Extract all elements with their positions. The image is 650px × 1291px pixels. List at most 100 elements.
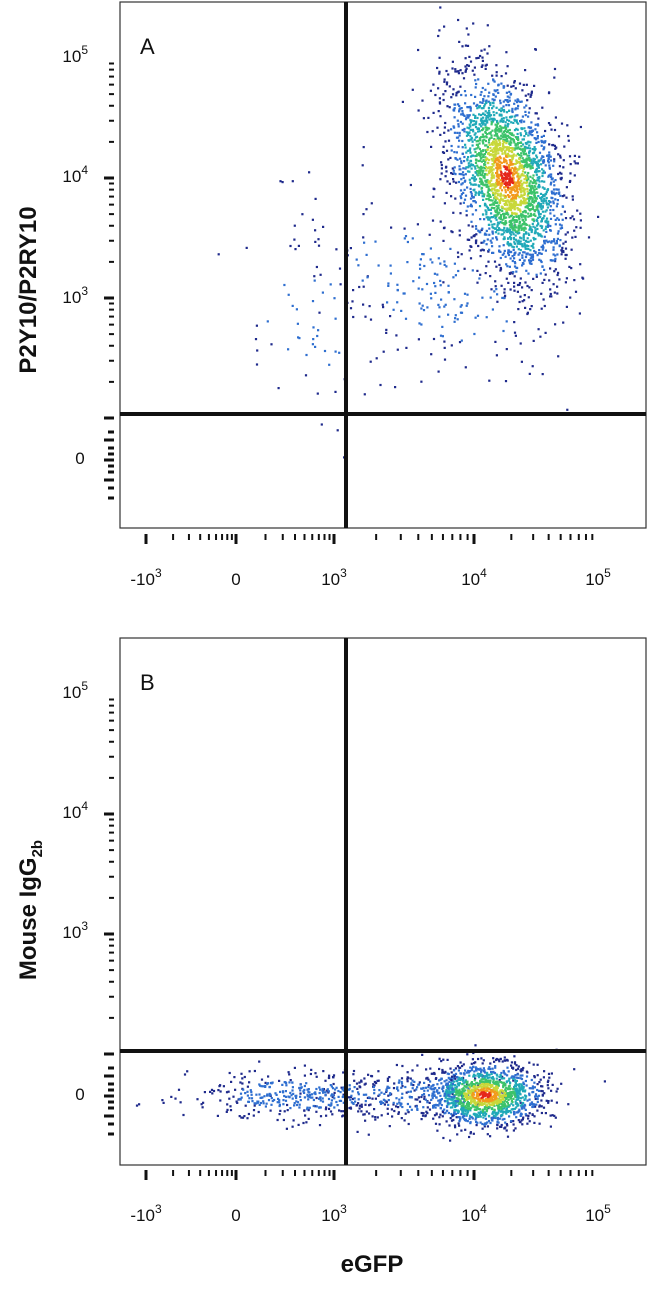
event-dot <box>491 1084 494 1087</box>
event-dot <box>522 186 525 189</box>
event-dot <box>490 179 493 182</box>
event-dot <box>497 174 500 177</box>
event-dot <box>472 1065 475 1068</box>
event-dot <box>499 120 502 123</box>
event-dot <box>526 1122 529 1125</box>
event-dot <box>506 265 509 268</box>
event-dot <box>516 283 520 287</box>
event-dot <box>531 255 535 258</box>
event-dot <box>360 1080 363 1083</box>
event-dot <box>510 230 513 234</box>
event-dot <box>451 172 454 175</box>
panel-a-x-tick-label: 105 <box>585 566 611 589</box>
event-dot <box>451 1098 454 1101</box>
event-dot <box>477 1097 480 1101</box>
event-dot <box>474 116 477 119</box>
event-dot <box>471 1058 474 1061</box>
event-dot <box>522 138 525 141</box>
event-dot <box>528 189 531 192</box>
event-dot <box>452 1118 455 1122</box>
event-dot <box>446 1058 449 1061</box>
event-dot <box>438 97 441 100</box>
event-dot <box>468 1102 471 1105</box>
event-dot <box>474 209 478 212</box>
event-dot <box>483 48 486 51</box>
event-dot <box>491 98 494 101</box>
event-dot <box>437 257 440 260</box>
event-dot <box>420 1111 423 1115</box>
event-dot <box>536 131 539 134</box>
event-dot <box>424 1086 427 1089</box>
event-dot <box>487 1083 490 1086</box>
event-dot <box>531 1113 534 1116</box>
event-dot <box>524 158 527 161</box>
event-dot <box>520 145 523 148</box>
event-dot <box>499 269 502 272</box>
event-dot <box>519 202 522 205</box>
event-dot <box>491 308 494 311</box>
event-dot <box>550 295 553 298</box>
event-dot <box>453 298 456 301</box>
event-dot <box>522 174 525 177</box>
event-dot <box>470 183 473 186</box>
event-dot <box>496 229 499 232</box>
event-dot <box>450 344 453 347</box>
event-dot <box>369 360 372 363</box>
event-dot <box>524 142 527 145</box>
event-dot <box>429 258 432 261</box>
event-dot <box>535 182 538 185</box>
event-dot <box>544 193 547 196</box>
event-dot <box>416 1064 419 1067</box>
event-dot <box>513 212 516 215</box>
event-dot <box>334 350 337 353</box>
event-dot <box>581 276 584 279</box>
event-dot <box>549 159 553 162</box>
event-dot <box>508 179 511 182</box>
event-dot <box>434 285 437 288</box>
event-dot <box>491 232 494 235</box>
event-dot <box>442 239 445 242</box>
event-dot <box>461 1064 464 1068</box>
event-dot <box>499 182 503 185</box>
event-dot <box>499 250 502 253</box>
event-dot <box>348 1107 351 1110</box>
event-dot <box>477 130 480 133</box>
event-dot <box>536 1109 539 1112</box>
event-dot <box>439 1078 442 1081</box>
event-dot <box>490 117 493 120</box>
event-dot <box>445 165 448 168</box>
event-dot <box>324 1091 327 1094</box>
event-dot <box>515 186 518 189</box>
event-dot <box>486 167 489 170</box>
event-dot <box>524 1097 527 1100</box>
event-dot <box>432 1090 435 1094</box>
event-dot <box>460 197 463 200</box>
event-dot <box>453 1109 456 1112</box>
event-dot <box>234 1088 237 1091</box>
event-dot <box>543 214 546 217</box>
event-dot <box>504 128 507 131</box>
event-dot <box>484 123 487 126</box>
event-dot <box>485 1109 489 1112</box>
event-dot <box>506 95 509 98</box>
event-dot <box>426 1101 429 1104</box>
event-dot <box>505 148 508 151</box>
event-dot <box>502 157 505 160</box>
event-dot <box>341 1088 344 1091</box>
event-dot <box>500 177 504 180</box>
event-dot <box>534 214 537 217</box>
event-dot <box>480 1069 483 1072</box>
event-dot <box>508 206 511 209</box>
event-dot <box>515 189 518 192</box>
event-dot <box>543 304 546 308</box>
event-dot <box>478 159 482 162</box>
panel-a-y-tick-label: 105 <box>62 43 88 66</box>
event-dot <box>262 1102 265 1105</box>
event-dot <box>533 1115 536 1118</box>
event-dot <box>502 1081 505 1084</box>
event-dot <box>555 192 558 195</box>
event-dot <box>434 291 437 294</box>
event-dot <box>453 107 456 110</box>
event-dot <box>500 1077 503 1080</box>
event-dot <box>520 185 523 188</box>
